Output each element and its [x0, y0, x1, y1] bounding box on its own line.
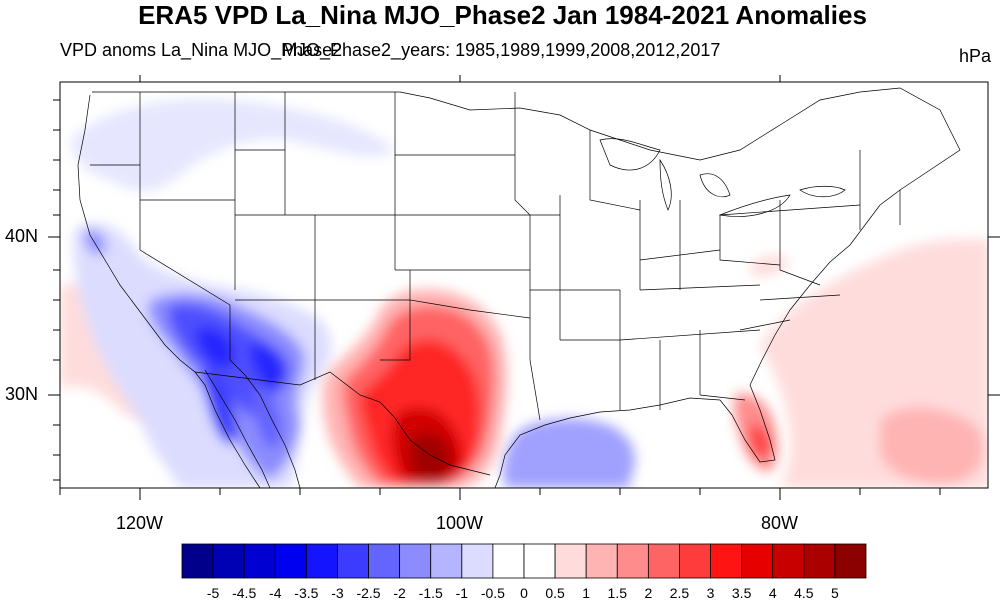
- colorbar-swatch: [803, 543, 836, 579]
- colorbar-swatch: [554, 543, 587, 579]
- colorbar-tick-label: 5: [831, 585, 839, 601]
- colorbar: [181, 543, 867, 579]
- colorbar-swatch: [430, 543, 463, 579]
- atlantic-warm-anomaly: [750, 239, 988, 488]
- colorbar-tick-label: -4.5: [232, 585, 257, 601]
- colorbar-tick-label: -5: [206, 585, 220, 601]
- colorbar-swatch: [834, 543, 867, 579]
- colorbar-swatch: [243, 543, 276, 579]
- colorbar-swatch: [647, 543, 680, 579]
- colorbar-tick-label: 3.5: [731, 585, 752, 601]
- anomaly-field: [60, 82, 988, 488]
- colorbar-swatch: [305, 543, 338, 579]
- state-boundaries: [77, 87, 961, 488]
- colorbar-swatch: [741, 543, 774, 579]
- colorbar-swatch: [399, 543, 432, 579]
- colorbar-swatch: [710, 543, 743, 579]
- colorbar-swatch: [461, 543, 494, 579]
- colorbar-swatch: [337, 543, 369, 579]
- texas-warm-anomaly: [322, 289, 508, 488]
- colorbar-tick-label: 3: [706, 585, 715, 601]
- lon-label-100w: 100W: [436, 513, 484, 533]
- colorbar-swatch: [523, 543, 556, 579]
- colorbar-swatch: [616, 543, 649, 579]
- colorbar-tick-label: -1: [455, 585, 469, 601]
- gulf-cool-anomaly: [503, 418, 635, 488]
- lon-label-120w: 120W: [116, 513, 164, 533]
- colorbar-tick-label: -4: [269, 585, 282, 601]
- colorbar-swatch: [274, 543, 307, 579]
- units-label: hPa: [958, 46, 991, 66]
- colorbar-swatch: [679, 543, 711, 579]
- colorbar-swatch: [492, 543, 525, 579]
- colorbar-tick-label: 1: [582, 585, 591, 601]
- plot-frame: [59, 81, 989, 489]
- colorbar-tick-label: -3.5: [294, 585, 319, 601]
- colorbar-tick-label: 4.5: [794, 585, 814, 601]
- colorbar-swatch: [772, 543, 805, 579]
- colorbar-tick-label: -0.5: [480, 585, 505, 601]
- colorbar-tick-label: 0.5: [545, 585, 565, 601]
- lon-label-80w: 80W: [761, 513, 799, 533]
- colorbar-tick-label: -2: [393, 585, 406, 601]
- colorbar-swatch: [585, 543, 618, 579]
- chart-subtitle: VPD anoms La_Nina MJO_Phase2: [60, 40, 343, 60]
- axis-ticks: [48, 75, 1000, 500]
- colorbar-tick-label: -3: [331, 585, 344, 601]
- western-cool-anomaly: [70, 99, 395, 488]
- chart-title: ERA5 VPD La_Nina MJO_Phase2 Jan 1984-202…: [138, 0, 867, 30]
- florida-warm-anomaly: [734, 393, 778, 472]
- chart-subtitle-years: MJO_Phase2_years: 1985,1989,1999,2008,20…: [282, 40, 721, 60]
- colorbar-swatch: [181, 543, 214, 579]
- colorbar-tick-label: -2.5: [356, 585, 381, 601]
- colorbar-tick-label: 4: [768, 585, 777, 601]
- colorbar-tick-label: 1.5: [607, 585, 627, 601]
- colorbar-tick-label: 2: [644, 585, 653, 601]
- colorbar-tick-label: -1.5: [418, 585, 443, 601]
- colorbar-tick-label: 2.5: [669, 585, 690, 601]
- colorbar-tick-label: 0: [520, 585, 528, 601]
- colorbar-swatch: [212, 543, 245, 579]
- colorbar-swatch: [368, 543, 401, 579]
- lat-label-40n: 40N: [5, 226, 39, 246]
- lat-label-30n: 30N: [5, 384, 39, 404]
